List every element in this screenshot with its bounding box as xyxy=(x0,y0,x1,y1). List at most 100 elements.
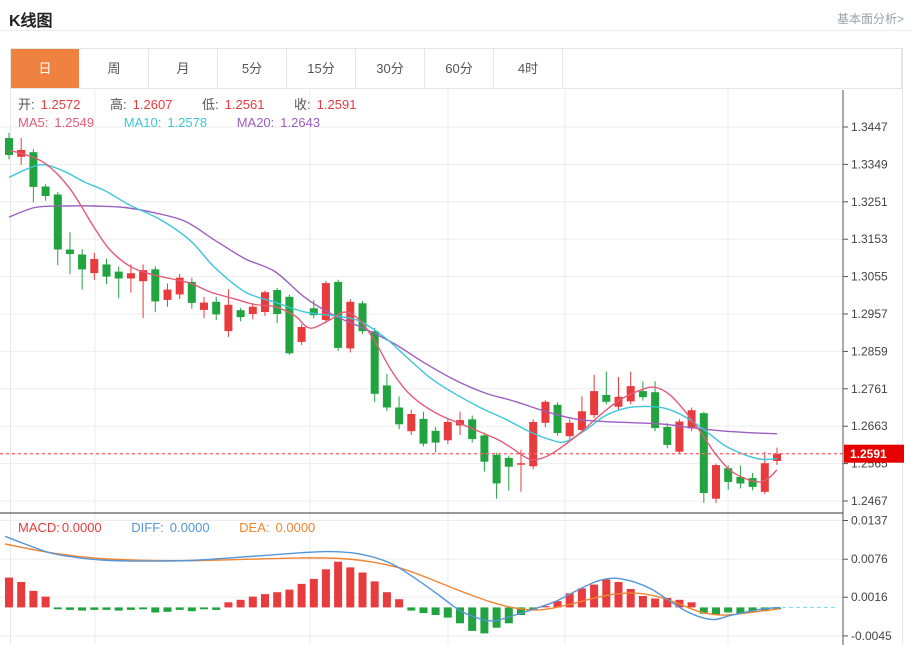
macd-histogram-bar xyxy=(517,607,525,615)
candle-body xyxy=(748,478,757,487)
ma10-line xyxy=(8,163,778,461)
candle-body xyxy=(602,394,611,402)
macd-histogram-bar xyxy=(577,588,586,608)
candle-body xyxy=(151,269,160,302)
macd-value: 0.0000 xyxy=(61,520,102,535)
open-value: 1.2572 xyxy=(40,97,81,112)
macd-histogram-bar xyxy=(358,572,367,608)
price-tick-label: 1.2467 xyxy=(851,494,888,508)
macd-histogram-bar xyxy=(224,602,233,608)
tab-周[interactable]: 周 xyxy=(80,49,149,88)
candle-body xyxy=(663,427,672,445)
macd-tick-label: 0.0076 xyxy=(851,552,888,566)
macd-histogram-bar xyxy=(712,607,720,615)
macd-histogram-bar xyxy=(29,590,38,608)
widget-right-border xyxy=(902,48,903,645)
candle-body xyxy=(53,194,62,250)
ma5-value: 1.2549 xyxy=(54,115,95,130)
tab-日[interactable]: 日 xyxy=(11,49,79,88)
candle-body xyxy=(382,385,391,408)
diff-value: 0.0000 xyxy=(169,520,210,535)
macd-histogram-bar xyxy=(565,593,574,608)
high-label: 高: xyxy=(110,97,127,112)
macd-histogram-bar xyxy=(90,607,99,610)
macd-histogram-bar xyxy=(748,607,757,613)
header-divider xyxy=(0,30,913,31)
macd-histogram-bar xyxy=(602,579,611,608)
candle-body xyxy=(175,277,184,295)
candle-body xyxy=(395,407,404,425)
price-tick-label: 1.2957 xyxy=(851,307,888,321)
candle-body xyxy=(273,290,282,314)
macd-histogram-bar xyxy=(321,569,330,608)
macd-histogram-bar xyxy=(395,599,404,608)
page-title: K线图 xyxy=(9,13,53,30)
macd-histogram-bar xyxy=(553,601,562,608)
candle-body xyxy=(139,270,148,282)
macd-histogram-bar xyxy=(687,602,696,608)
candle-body xyxy=(407,414,416,432)
candle-body xyxy=(224,304,233,332)
candle-body xyxy=(90,259,99,274)
candle-body xyxy=(5,138,13,155)
macd-histogram-bar xyxy=(17,582,26,608)
macd-histogram-bar xyxy=(431,607,440,615)
macd-histogram-bar xyxy=(541,606,550,608)
price-tick-label: 1.3251 xyxy=(851,195,888,209)
close-value: 1.2591 xyxy=(316,97,357,112)
macd-histogram-bar xyxy=(382,592,391,608)
macd-histogram-bar xyxy=(102,607,111,610)
candle-body xyxy=(724,468,733,482)
candle-body xyxy=(773,453,781,461)
candle-body xyxy=(577,411,586,430)
macd-histogram-bar xyxy=(139,607,148,610)
macd-histogram-bar xyxy=(346,567,355,608)
macd-row: MACD: 0.0000 DIFF: 0.0000 DEA: 0.0000 xyxy=(18,520,321,535)
candle-body xyxy=(504,457,513,467)
macd-histogram-bar xyxy=(773,607,781,610)
candle-body xyxy=(760,463,769,492)
candle-body xyxy=(297,327,306,342)
candle-body xyxy=(346,301,355,349)
diff-label: DIFF: xyxy=(131,520,164,535)
candle-body xyxy=(541,401,550,423)
candle-body xyxy=(126,273,135,279)
dea-value: 0.0000 xyxy=(275,520,316,535)
tab-60分[interactable]: 60分 xyxy=(425,49,494,88)
candle-body xyxy=(614,396,623,407)
macd-histogram-bar xyxy=(419,607,428,614)
dea-label: DEA: xyxy=(239,520,270,535)
ma20-value: 1.2643 xyxy=(280,115,321,130)
tab-5分[interactable]: 5分 xyxy=(218,49,287,88)
price-tick-label: 1.3153 xyxy=(851,232,888,246)
candle-body xyxy=(212,301,221,315)
timeframe-tabbar: 日周月 5分 15分 30分 60分 4时 xyxy=(10,48,902,89)
candle-body xyxy=(638,391,647,398)
macd-histogram-bar xyxy=(236,599,245,608)
ma-row: MA5: 1.2549 MA10: 1.2578 MA20: 1.2643 xyxy=(18,115,326,130)
macd-histogram-bar xyxy=(261,594,269,608)
fundamental-analysis-link[interactable]: 基本面分析> xyxy=(836,12,904,26)
high-value: 1.2607 xyxy=(132,97,173,112)
ma20-label: MA20: xyxy=(236,115,275,130)
tab-4时[interactable]: 4时 xyxy=(494,49,563,88)
ohlc-row: 开: 1.2572 高: 1.2607 低: 1.2561 收: 1.2591 xyxy=(18,94,362,113)
candle-body xyxy=(651,392,660,429)
macd-tick-label: 0.0137 xyxy=(851,514,888,528)
candle-body xyxy=(565,422,574,437)
ma5-label: MA5: xyxy=(18,115,49,130)
macd-histogram-bar xyxy=(151,607,160,613)
macd-histogram-bar xyxy=(492,607,501,628)
diff-line xyxy=(4,535,781,622)
candle-body xyxy=(321,283,330,321)
tab-月[interactable]: 月 xyxy=(149,49,218,88)
macd-histogram-bar xyxy=(273,592,282,608)
candle-body xyxy=(114,271,123,279)
tab-30分[interactable]: 30分 xyxy=(356,49,425,88)
tab-15分[interactable]: 15分 xyxy=(287,49,356,88)
macd-tick-label: 0.0016 xyxy=(851,590,888,604)
ma10-label: MA10: xyxy=(123,115,162,130)
macd-label: MACD: xyxy=(18,520,60,535)
close-label: 收: xyxy=(294,97,311,112)
